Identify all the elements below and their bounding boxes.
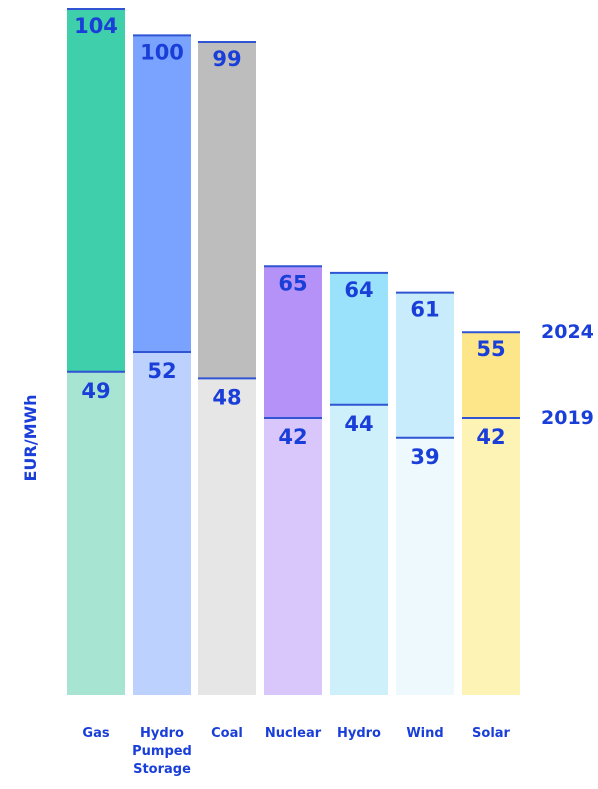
value-label-2019-hydro: 44 [344,412,373,436]
bar-2019-hydro [330,404,388,695]
value-labels-group: 104 49 100 52 99 48 65 42 64 44 61 39 55 42 [74,14,506,469]
category-label-coal: Coal [211,726,243,741]
value-label-2024-hydro-pumped-storage: 100 [140,40,184,64]
category-label-hydro: Hydro [337,726,381,741]
value-label-2019-hydro-pumped-storage: 52 [147,359,176,383]
value-label-2024-wind: 61 [410,298,439,322]
category-labels-group: Gas Hydro Pumped Storage Coal Nuclear Hydro Win… [82,726,510,777]
category-label-nuclear: Nuclear [265,726,322,741]
bar-2024-wind [396,292,454,438]
bar-2024-gas [67,9,125,372]
bar-2024-coal [198,41,256,379]
bar-2019-coal [198,378,256,695]
y-axis-label: EUR/MWh [21,394,40,481]
bar-2024-hydro-pumped-storage [133,35,191,353]
value-label-2024-nuclear: 65 [278,271,307,295]
category-label-gas: Gas [82,726,109,741]
legend-2019: 2019 [541,407,594,429]
bars-group [67,8,520,695]
value-label-2019-coal: 48 [212,385,241,409]
bar-2024-hydro [330,272,388,405]
value-label-2019-wind: 39 [410,445,439,469]
bar-2024-nuclear [264,266,322,418]
category-label-hydro-pumped-storage: Hydro [140,726,184,741]
bar-2024-solar [462,332,520,418]
bar-2019-hydro-pumped-storage [133,352,191,695]
category-label-hydro-pumped-storage: Pumped [132,744,192,759]
value-label-2024-gas: 104 [74,14,118,38]
bar-2019-nuclear [264,417,322,695]
bar-2019-gas [67,371,125,695]
category-label-hydro-pumped-storage: Storage [133,762,191,777]
legend: 2024 2019 [541,321,594,429]
category-label-solar: Solar [472,726,511,741]
bar-2019-solar [462,417,520,695]
value-label-2024-coal: 99 [212,47,241,71]
value-label-2024-solar: 55 [476,337,505,361]
value-label-2019-solar: 42 [476,425,505,449]
value-label-2024-hydro: 64 [344,278,373,302]
value-label-2019-nuclear: 42 [278,425,307,449]
bar-2019-wind [396,437,454,695]
category-label-wind: Wind [406,726,443,741]
value-label-2019-gas: 49 [81,379,110,403]
legend-2024: 2024 [541,321,594,343]
